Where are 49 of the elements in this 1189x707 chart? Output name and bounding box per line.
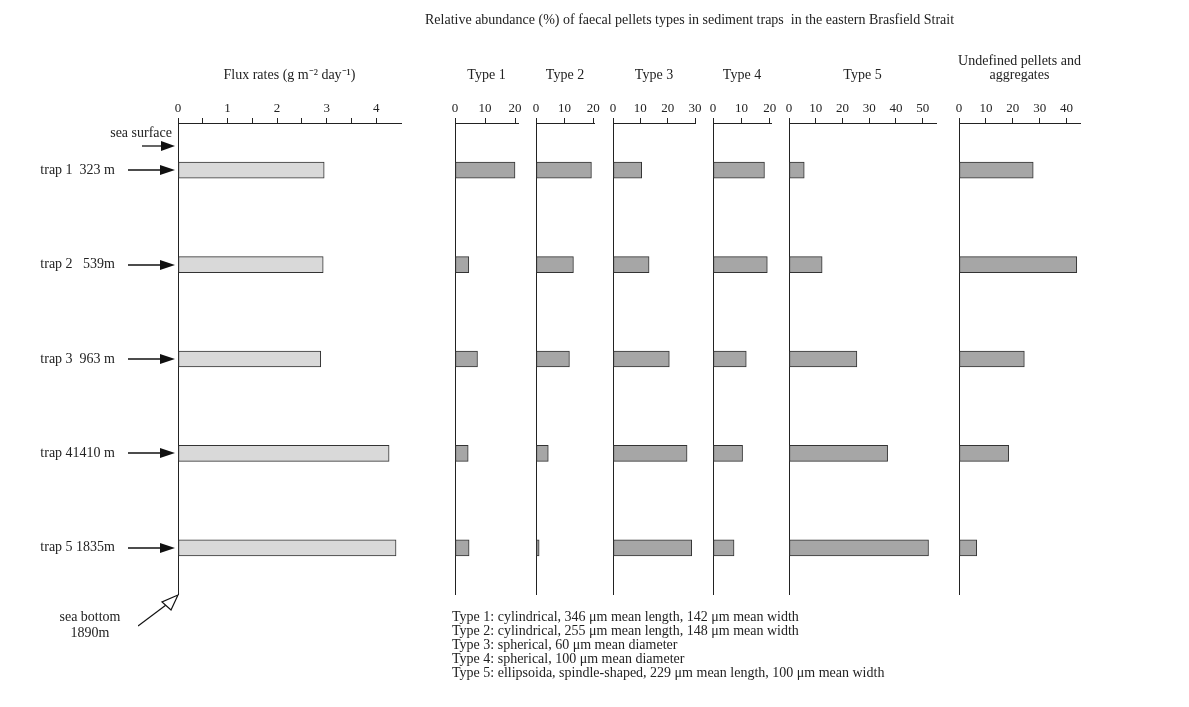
x-tick-label: 2 bbox=[273, 99, 281, 115]
text: sea bottom 1890m bbox=[58, 609, 122, 641]
x-tick-label: 20 bbox=[508, 99, 522, 115]
x-tick-label: 40 bbox=[1060, 99, 1074, 115]
y-tick-label: trap 3 963 m bbox=[40, 350, 116, 366]
x-tick-label: 40 bbox=[889, 99, 903, 115]
x-tick-label: 20 bbox=[661, 99, 675, 115]
y-tick-label: trap 41410 m bbox=[40, 445, 116, 461]
x-tick-label: 10 bbox=[809, 99, 823, 115]
x-tick-label: 20 bbox=[1006, 99, 1020, 115]
x-tick-label: 10 bbox=[478, 99, 492, 115]
chart-title: Type 1 bbox=[466, 66, 507, 82]
y-tick-label: trap 1 323 m bbox=[40, 161, 116, 177]
x-tick-label: 1 bbox=[224, 99, 231, 115]
x-tick-label: 10 bbox=[734, 99, 748, 115]
x-tick-label: 20 bbox=[586, 99, 600, 115]
x-tick-label: 10 bbox=[979, 99, 993, 115]
chart-title: Undefined pellets and aggregates bbox=[957, 52, 1082, 82]
text: Type 4: spherical, 100 μm mean diameter bbox=[452, 651, 685, 666]
x-tick-label: 4 bbox=[372, 99, 380, 115]
chart-title: Type 5 bbox=[842, 66, 883, 82]
x-tick-label: 0 bbox=[955, 99, 963, 115]
x-tick-label: 0 bbox=[709, 99, 717, 115]
x-tick-label: 30 bbox=[1033, 99, 1047, 115]
text: Type 1: cylindrical, 346 μm mean length, 142 μm mean width bbox=[452, 609, 799, 624]
x-tick-label: 0 bbox=[532, 99, 540, 115]
y-tick-label: trap 2 539m bbox=[40, 256, 116, 272]
text: sea surface bbox=[109, 125, 172, 141]
x-tick-label: 30 bbox=[688, 99, 702, 115]
text: Relative abundance (%) of faecal pellets types in sediment traps in the eastern Brasfield Strait bbox=[425, 12, 955, 28]
x-tick-label: 0 bbox=[174, 99, 182, 115]
chart-title: Flux rates (g m⁻² day⁻¹) bbox=[222, 66, 357, 82]
x-tick-label: 10 bbox=[558, 99, 572, 115]
x-tick-label: 0 bbox=[451, 99, 459, 115]
chart-title: Type 3 bbox=[633, 66, 675, 82]
x-tick-label: 20 bbox=[763, 99, 777, 115]
text: Type 5: ellipsoida, spindle-shaped, 229 μm mean length, 100 μm mean width bbox=[452, 665, 885, 680]
x-tick-label: 20 bbox=[835, 99, 849, 115]
text: Type 2: cylindrical, 255 μm mean length, 148 μm mean width bbox=[452, 623, 799, 638]
y-tick-label: trap 5 1835m bbox=[40, 539, 116, 555]
x-tick-label: 50 bbox=[916, 99, 930, 115]
chart-title: Type 4 bbox=[721, 66, 763, 82]
x-tick-label: 0 bbox=[785, 99, 793, 115]
x-tick-label: 10 bbox=[633, 99, 647, 115]
text: Type 3: spherical, 60 μm mean diameter bbox=[452, 637, 678, 652]
x-tick-label: 3 bbox=[323, 99, 330, 115]
x-tick-label: 0 bbox=[609, 99, 617, 115]
chart-title: Type 2 bbox=[544, 66, 586, 82]
x-tick-label: 30 bbox=[862, 99, 876, 115]
